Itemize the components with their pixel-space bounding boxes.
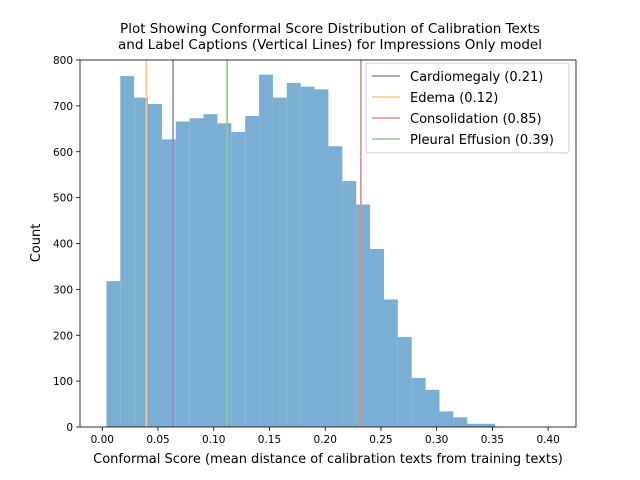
y-axis-ticks: 0 100 200 300 400 500 600 700 800 <box>53 55 80 434</box>
histogram-bars <box>106 74 495 428</box>
y-tick-label: 200 <box>53 330 73 342</box>
histogram-bar <box>328 146 343 427</box>
histogram-bar <box>231 132 246 427</box>
histogram-bar <box>286 82 301 427</box>
histogram-bar <box>120 76 135 428</box>
histogram-bar <box>300 86 315 428</box>
histogram-bar <box>397 337 412 427</box>
histogram-bar <box>217 123 232 428</box>
histogram-bar <box>370 249 384 427</box>
histogram-bar <box>259 74 273 428</box>
x-axis-label: Conformal Score (mean distance of calibr… <box>93 452 563 467</box>
legend-label: Edema (0.12) <box>410 91 498 106</box>
x-tick-label: 0.20 <box>314 434 337 446</box>
histogram-bar <box>342 181 357 427</box>
y-tick-label: 400 <box>53 239 73 251</box>
y-tick-label: 0 <box>66 422 73 434</box>
y-tick-label: 300 <box>53 284 73 296</box>
x-tick-label: 0.15 <box>258 434 281 446</box>
legend-box <box>365 62 570 154</box>
x-tick-label: 0.30 <box>425 434 448 446</box>
legend-label: Consolidation (0.85) <box>410 112 542 127</box>
y-tick-label: 100 <box>53 376 73 388</box>
histogram-bar <box>356 204 371 427</box>
histogram-bar <box>481 423 495 427</box>
y-tick-label: 700 <box>53 101 73 113</box>
histogram-bar <box>106 281 121 427</box>
legend: Cardiomegaly (0.21) Edema (0.12) Consolida… <box>365 62 570 154</box>
legend-label: Cardiomegaly (0.21) <box>410 70 543 85</box>
chart-title-line-2: and Label Captions (Vertical Lines) for … <box>118 37 542 53</box>
histogram-bar <box>314 89 329 428</box>
histogram-bar <box>245 115 260 427</box>
histogram-bar <box>189 118 204 427</box>
x-tick-label: 0.25 <box>369 434 392 446</box>
chart-title-line-1: Plot Showing Conformal Score Distributio… <box>120 21 540 37</box>
x-tick-label: 0.40 <box>536 434 559 446</box>
histogram-bar <box>453 417 468 427</box>
y-tick-label: 600 <box>53 147 73 159</box>
x-axis-ticks: 0.00 0.05 0.10 0.15 0.20 0.25 0.30 0.35 0.40 <box>91 427 560 446</box>
histogram-bar <box>425 389 440 427</box>
histogram-bar <box>439 411 454 427</box>
y-axis-label: Count <box>29 224 44 263</box>
legend-label: Pleural Effusion (0.39) <box>410 133 554 148</box>
histogram-bar <box>411 377 426 427</box>
x-tick-label: 0.05 <box>146 434 169 446</box>
label-vertical-lines <box>145 60 362 427</box>
y-tick-label: 500 <box>53 193 73 205</box>
x-tick-label: 0.00 <box>91 434 114 446</box>
histogram-bar <box>467 423 482 427</box>
histogram-bar <box>134 97 149 428</box>
x-tick-label: 0.35 <box>481 434 504 446</box>
x-tick-label: 0.10 <box>202 434 225 446</box>
histogram-bar <box>272 97 287 428</box>
histogram-bar <box>383 299 398 427</box>
histogram-bar <box>148 104 162 427</box>
histogram-bar <box>203 114 218 427</box>
histogram-bar <box>175 121 190 427</box>
y-tick-label: 800 <box>53 55 73 67</box>
